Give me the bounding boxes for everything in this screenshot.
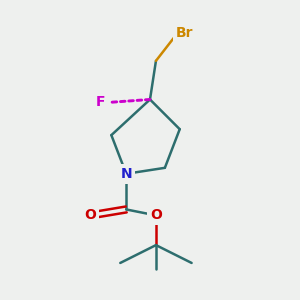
Text: Br: Br [176,26,193,40]
Text: O: O [85,208,97,222]
Text: N: N [120,167,132,181]
Text: O: O [150,208,162,222]
Text: F: F [96,94,106,109]
